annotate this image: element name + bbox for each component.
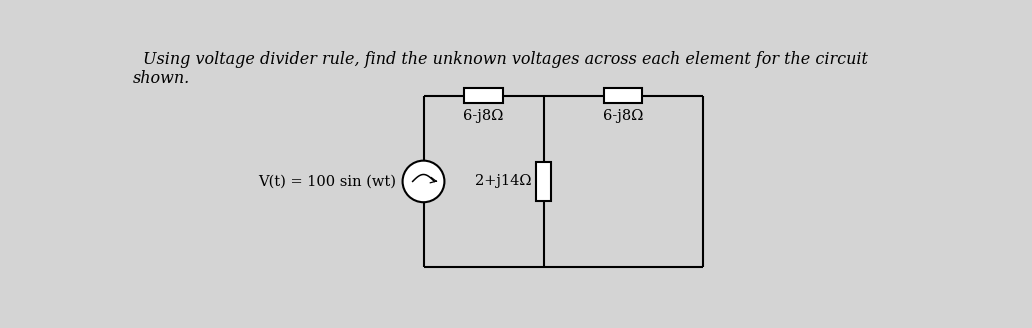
Text: 6-j8Ω: 6-j8Ω (463, 110, 504, 123)
Text: Using voltage divider rule, find the unknown voltages across each element for th: Using voltage divider rule, find the unk… (143, 51, 868, 68)
Bar (464, 88, 503, 103)
Text: 6-j8Ω: 6-j8Ω (603, 110, 643, 123)
Bar (536, 162, 551, 201)
Text: V(t) = 100 sin (wt): V(t) = 100 sin (wt) (258, 174, 396, 188)
Bar (604, 88, 643, 103)
Text: shown.: shown. (133, 70, 190, 87)
Text: 2+j14Ω: 2+j14Ω (475, 174, 531, 188)
Circle shape (402, 161, 445, 202)
